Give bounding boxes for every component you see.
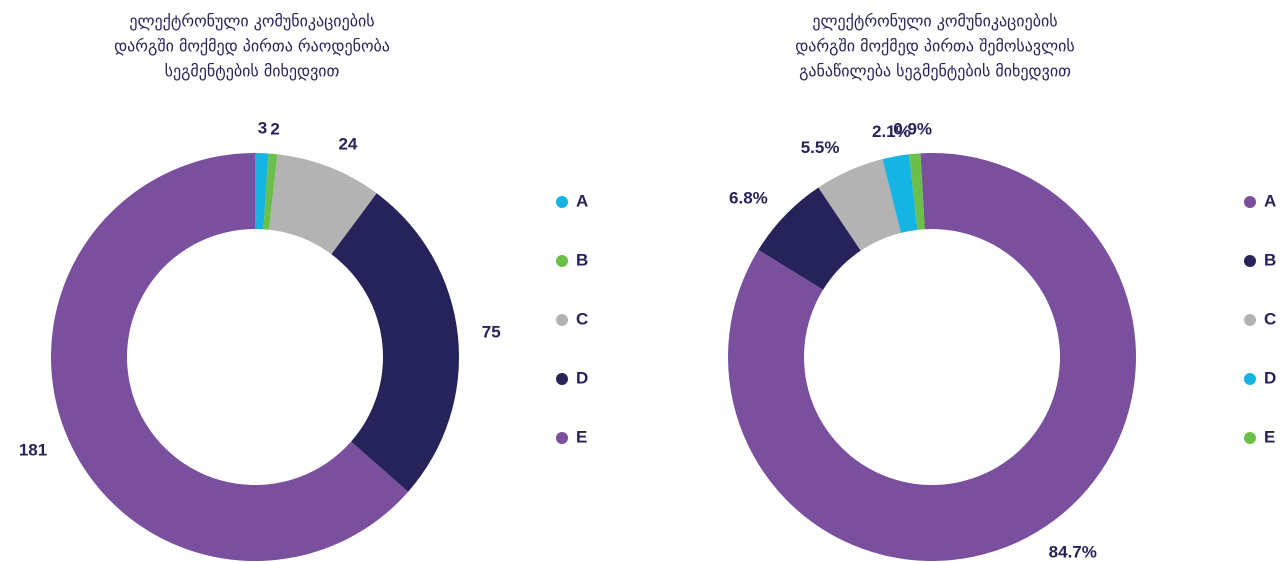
legend-label: D	[1264, 368, 1276, 387]
donut-slice	[908, 153, 925, 230]
chart-title: დარგში მოქმედ პირთა რაოდენობა	[114, 37, 390, 56]
chart-title: დარგში მოქმედ პირთა შემოსავლის	[795, 37, 1075, 56]
legend-marker	[1244, 432, 1256, 444]
donut-slice	[728, 153, 1136, 562]
data-label: 5.5%	[801, 138, 840, 157]
donut-slice	[331, 193, 459, 492]
legend-marker	[556, 432, 568, 444]
legend-marker	[556, 196, 568, 208]
legend-marker	[556, 255, 568, 267]
donut-slice	[263, 153, 278, 230]
data-label: 6.8%	[729, 188, 768, 207]
donut-slice	[818, 159, 901, 251]
data-label: 0.9%	[893, 119, 932, 138]
data-label: 3	[258, 119, 267, 138]
legend-label: B	[1264, 250, 1276, 269]
legend-label: A	[1264, 191, 1276, 210]
legend-label: D	[576, 368, 588, 387]
data-label: 75	[482, 323, 501, 342]
legend-marker	[1244, 196, 1256, 208]
donut-slice	[51, 153, 409, 561]
data-label: 181	[19, 440, 47, 459]
donut-slice	[758, 187, 861, 290]
legend-marker	[1244, 314, 1256, 326]
legend-marker	[1244, 373, 1256, 385]
legend-label: C	[1264, 309, 1276, 328]
chart-title: ელექტრონული კომუნიკაციების	[129, 12, 374, 31]
chart-title: ელექტრონული კომუნიკაციების	[812, 12, 1057, 31]
legend-marker	[1244, 255, 1256, 267]
chart-title: სეგმენტების მიხედვით	[165, 62, 340, 81]
donut-slice	[269, 154, 377, 255]
legend-label: E	[576, 427, 587, 446]
donut-slice	[882, 154, 918, 233]
legend-label: A	[576, 191, 588, 210]
legend-label: B	[576, 250, 588, 269]
legend-marker	[556, 373, 568, 385]
data-label: 2.1%	[872, 122, 911, 141]
donut-slice	[255, 153, 269, 230]
legend-label: E	[1264, 427, 1275, 446]
data-label: 84.7%	[1049, 542, 1097, 561]
legend-label: C	[576, 309, 588, 328]
data-label: 24	[338, 134, 357, 153]
data-label: 2	[270, 119, 279, 138]
chart-title: განაწილება სეგმენტების მიხედვით	[799, 62, 1071, 81]
legend-marker	[556, 314, 568, 326]
